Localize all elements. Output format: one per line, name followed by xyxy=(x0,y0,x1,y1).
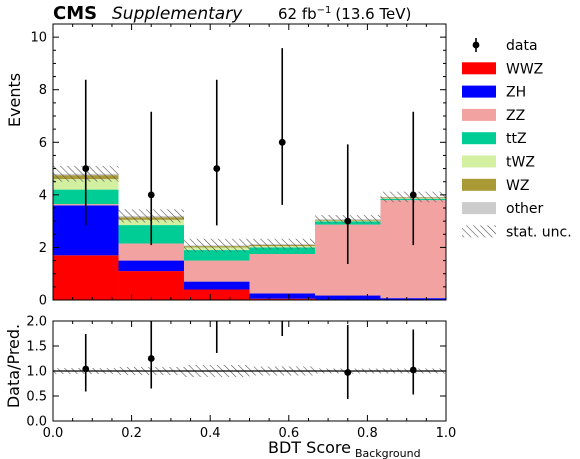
ratio-panel: 0.0 0.5 1.0 1.5 2.0 0.0 0.2 0.4 0.6 0.8 1.0 xyxy=(26,315,457,442)
legend-label: WZ xyxy=(506,178,529,194)
legend: data WWZ ZH ZZ ttZ tWZ WZ other stat. unc. xyxy=(462,38,572,240)
legend-item-data: data xyxy=(472,38,538,54)
ratio-point-5 xyxy=(409,366,417,374)
ratio-ytick-label-1: 0.5 xyxy=(26,390,47,405)
bar-zz-1 xyxy=(118,243,184,261)
legend-label: other xyxy=(506,201,544,217)
ratio-ytick-label-4: 2.0 xyxy=(26,315,47,330)
luminosity-label: 62 fb−1 (13.6 TeV) xyxy=(278,5,411,23)
bar-ttz-2 xyxy=(183,250,250,261)
legend-label: ZH xyxy=(506,85,526,101)
legend-swatch-wwz xyxy=(462,62,496,75)
ratio-ytick-label-2: 1.0 xyxy=(26,365,47,380)
ratio-xtick-label-1: 0.2 xyxy=(121,426,142,441)
data-point-3 xyxy=(278,138,286,146)
ratio-point-4 xyxy=(344,369,352,376)
bar-zz-3 xyxy=(249,254,316,294)
ratio-point-1 xyxy=(147,355,155,362)
ratio-ytick-label-0: 0.0 xyxy=(26,415,47,430)
ratio-content xyxy=(53,321,446,399)
bar-zh-3 xyxy=(249,293,316,299)
supplementary-label: Supplementary xyxy=(112,4,243,24)
ratio-y-axis-title: Data/Pred. xyxy=(4,324,23,408)
legend-swatch-zh xyxy=(462,85,496,98)
main-ytick-label-0: 0 xyxy=(39,294,47,309)
main-ytick-label-1: 2 xyxy=(39,241,47,256)
main-ytick-label-2: 4 xyxy=(39,188,47,203)
legend-item-wz: WZ xyxy=(462,178,529,194)
legend-swatch-wz xyxy=(462,178,496,191)
legend-swatch-zz xyxy=(462,108,496,121)
ratio-xtick-label-0: 0.0 xyxy=(43,426,64,441)
legend-label: stat. unc. xyxy=(506,224,572,240)
ratio-point-0 xyxy=(82,365,90,373)
main-ytick-label-3: 6 xyxy=(39,136,47,151)
stat-unc-2 xyxy=(183,238,250,252)
bar-zh-5 xyxy=(380,298,446,300)
bar-wwz-1 xyxy=(118,271,184,300)
legend-item-wwz: WWZ xyxy=(462,61,543,77)
ratio-xtick-label-2: 0.4 xyxy=(200,426,221,441)
legend-label: ttZ xyxy=(506,131,527,147)
legend-item-ttz: ttZ xyxy=(462,131,527,147)
stack-wwz xyxy=(53,255,381,300)
legend-label: ZZ xyxy=(506,108,525,124)
legend-item-stat-unc: stat. unc. xyxy=(462,224,572,240)
stack-zz xyxy=(53,200,446,299)
legend-item-zh: ZH xyxy=(462,85,526,101)
legend-item-zz: ZZ xyxy=(462,108,525,124)
legend-item-other: other xyxy=(462,201,544,217)
data-point-4 xyxy=(344,217,352,225)
legend-swatch-other xyxy=(462,202,496,215)
data-points xyxy=(82,48,417,264)
main-ytick-label-5: 10 xyxy=(30,31,47,46)
bar-zz-2 xyxy=(183,260,250,282)
legend-swatch-twz xyxy=(462,155,496,168)
legend-marker-data xyxy=(472,41,480,49)
legend-swatch-ttz xyxy=(462,132,496,145)
legend-label: data xyxy=(506,38,538,54)
bar-wwz-2 xyxy=(183,289,250,300)
experiment-label: CMS xyxy=(53,3,97,24)
data-point-2 xyxy=(213,165,221,172)
data-point-5 xyxy=(409,191,417,199)
legend-label: tWZ xyxy=(506,155,535,171)
bar-ttz-3 xyxy=(249,247,316,254)
bar-zh-2 xyxy=(183,281,250,290)
legend-swatch-stat-unc xyxy=(462,225,496,238)
main-panel: 0 2 4 6 8 10 xyxy=(30,23,447,309)
bar-wwz-0 xyxy=(53,255,119,300)
data-point-1 xyxy=(147,191,155,199)
ratio-xtick-label-4: 0.8 xyxy=(357,426,378,441)
bar-wwz-3 xyxy=(249,298,316,300)
ratio-ytick-label-3: 1.5 xyxy=(26,340,47,355)
data-point-0 xyxy=(82,165,90,172)
x-axis-title: BDT Score Background xyxy=(268,438,421,459)
bar-zh-1 xyxy=(118,260,184,272)
main-y-axis-title: Events xyxy=(5,73,24,127)
stat-unc-3 xyxy=(249,238,316,250)
ratio-xtick-label-3: 0.6 xyxy=(278,426,299,441)
legend-item-twz: tWZ xyxy=(462,155,535,171)
ratio-xtick-label-5: 1.0 xyxy=(436,426,457,441)
legend-label: WWZ xyxy=(506,61,543,77)
main-ytick-label-4: 8 xyxy=(39,83,47,98)
